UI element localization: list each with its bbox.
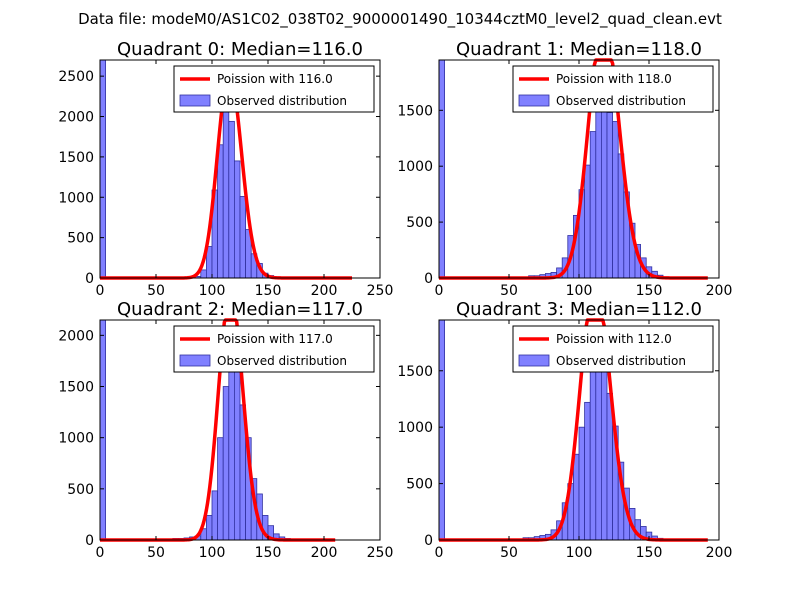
histogram-bar — [217, 144, 224, 278]
x-tick-label: 100 — [566, 545, 593, 561]
x-tick-label: 150 — [636, 545, 663, 561]
y-tick-label: 1500 — [58, 380, 94, 396]
legend-bar-swatch — [518, 354, 550, 367]
histogram-bar — [228, 120, 235, 278]
y-tick-label: 500 — [406, 215, 433, 231]
y-tick-label: 2500 — [58, 69, 94, 85]
y-tick-label: 0 — [85, 271, 94, 287]
panel-title: Quadrant 0: Median=116.0 — [117, 39, 363, 60]
axes-frame — [99, 319, 381, 541]
histogram-bar — [601, 87, 608, 278]
histogram-bar — [239, 196, 246, 278]
legend-label-poisson: Poission with 112.0 — [556, 332, 672, 346]
histogram-bar — [595, 345, 602, 540]
histogram-bar — [595, 107, 602, 278]
histogram-bar — [233, 360, 241, 540]
histogram-bar — [439, 320, 445, 540]
x-tick-label: 0 — [435, 283, 444, 299]
y-tick-label: 1500 — [397, 364, 433, 380]
histogram-bar — [439, 60, 445, 278]
histogram-bar — [233, 160, 241, 278]
x-tick-label: 0 — [96, 545, 105, 561]
x-tick-label: 200 — [706, 545, 733, 561]
x-tick-label: 200 — [311, 545, 338, 561]
panel-quadrant-1: 0 50 100 150 200 0 500 1000 1500 Quadrant 1: Medi… — [397, 39, 732, 299]
histogram-bar — [584, 164, 591, 278]
y-tick-label: 1000 — [397, 420, 433, 436]
panel-title: Quadrant 2: Median=117.0 — [117, 299, 363, 320]
histogram-bar — [205, 515, 213, 540]
histogram-bars — [100, 60, 286, 278]
histogram-bar — [589, 131, 597, 278]
x-tick-label: 100 — [199, 545, 226, 561]
panel-quadrant-0: 0 50 100 150 200 25005001000150020002500Quadr… — [58, 39, 393, 299]
histogram-bar — [222, 386, 230, 540]
y-tick-label: 2000 — [58, 328, 94, 344]
y-tick-label: 500 — [67, 482, 94, 498]
panel-title: Quadrant 1: Median=118.0 — [456, 39, 702, 60]
y-tick-label: 1000 — [58, 190, 94, 206]
x-tick-label: 0 — [435, 545, 444, 561]
panel-quadrant-3: 0 50 100 150 200 0 500 1000 1500 Quadrant 3: Medi… — [397, 299, 732, 561]
legend-label-poisson: Poission with 117.0 — [217, 332, 333, 346]
histogram-bar — [573, 453, 580, 540]
x-tick-label: 50 — [147, 545, 165, 561]
x-tick-label: 50 — [500, 283, 518, 299]
panel-title: Quadrant 3: Median=112.0 — [456, 299, 702, 320]
axes-frame — [99, 59, 381, 279]
histogram-bar — [200, 269, 207, 278]
y-tick-label: 0 — [424, 533, 433, 549]
histogram-bar — [601, 363, 608, 540]
x-tick-label: 50 — [147, 283, 165, 299]
histogram-bar — [100, 60, 106, 278]
histogram-bar — [584, 401, 591, 540]
histogram-bar — [589, 366, 597, 540]
x-tick-label: 150 — [636, 283, 663, 299]
legend-bar-swatch — [179, 354, 211, 367]
x-tick-label: 150 — [255, 545, 282, 561]
y-tick-label: 1500 — [58, 150, 94, 166]
x-tick-label: 250 — [367, 283, 394, 299]
x-tick-label: 200 — [311, 283, 338, 299]
histogram-bar — [222, 101, 230, 278]
histogram-bar — [217, 437, 224, 540]
legend-label-observed: Observed distribution — [556, 94, 686, 108]
histogram-bar — [100, 320, 106, 540]
panel-quadrant-2: 0 50 100 150 200 250 0 500 1000 1500 2000 Quadrant … — [58, 299, 393, 561]
x-tick-label: 150 — [255, 283, 282, 299]
histogram-bar — [612, 121, 619, 278]
y-tick-label: 500 — [67, 231, 94, 247]
y-tick-label: 1000 — [58, 431, 94, 447]
legend-label-poisson: Poission with 118.0 — [556, 72, 672, 86]
legend-label-poisson: Poission with 116.0 — [217, 72, 333, 86]
y-tick-label: 0 — [85, 533, 94, 549]
figure-title: Data file: modeM0/AS1C02_038T02_90000014… — [78, 10, 722, 29]
legend-bar-swatch — [518, 94, 550, 107]
x-tick-label: 50 — [500, 545, 518, 561]
y-tick-label: 1500 — [397, 103, 433, 119]
legend-label-observed: Observed distribution — [556, 354, 686, 368]
legend-bar-swatch — [179, 94, 211, 107]
y-tick-label: 0 — [424, 271, 433, 287]
y-tick-label: 1000 — [397, 159, 433, 175]
histogram-bar — [606, 112, 613, 278]
y-tick-label: 500 — [406, 477, 433, 493]
x-tick-label: 100 — [566, 283, 593, 299]
histogram-bar — [578, 426, 585, 540]
histogram-bar — [211, 490, 218, 540]
histogram-bar — [267, 525, 274, 540]
legend-label-observed: Observed distribution — [217, 354, 347, 368]
histogram-bars — [439, 60, 669, 278]
x-tick-label: 250 — [367, 545, 394, 561]
x-tick-label: 100 — [199, 283, 226, 299]
x-tick-label: 200 — [706, 283, 733, 299]
x-tick-label: 0 — [96, 283, 105, 299]
legend-label-observed: Observed distribution — [217, 94, 347, 108]
y-tick-label: 2000 — [58, 110, 94, 126]
